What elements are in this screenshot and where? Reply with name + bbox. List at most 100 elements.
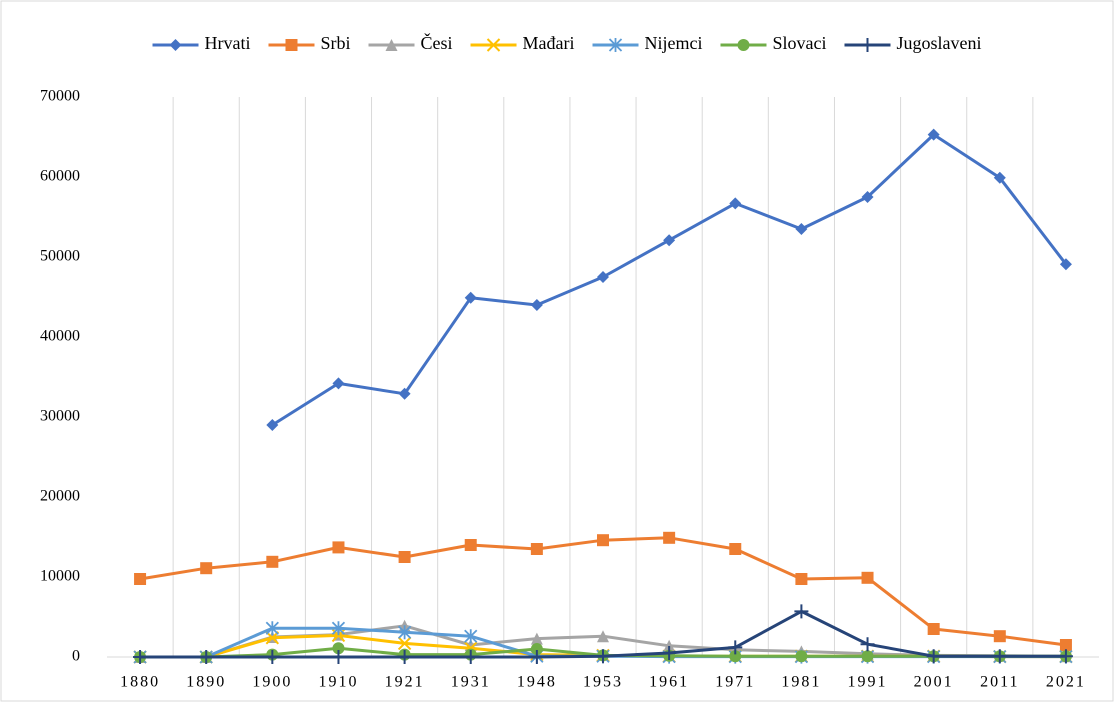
- marker: [596, 649, 610, 664]
- marker: [266, 419, 279, 431]
- x-tick-label: 1910: [318, 674, 358, 691]
- x-tick-label: 1971: [715, 674, 755, 691]
- marker: [993, 171, 1006, 184]
- y-tick-label: 40000: [40, 328, 80, 345]
- marker: [795, 573, 808, 585]
- marker: [795, 650, 808, 663]
- marker: [134, 573, 147, 585]
- x-tick-label: 1931: [451, 674, 491, 691]
- marker: [464, 539, 477, 551]
- marker: [1059, 258, 1072, 271]
- marker: [597, 630, 609, 643]
- marker: [385, 39, 398, 51]
- marker: [861, 191, 874, 203]
- marker: [169, 39, 182, 51]
- marker: [729, 197, 742, 210]
- legend-label: Srbi: [320, 33, 350, 53]
- marker: [992, 649, 1007, 664]
- marker: [265, 650, 280, 664]
- marker: [398, 551, 411, 563]
- marker: [663, 531, 676, 544]
- x-tick-label: 1961: [649, 674, 689, 691]
- marker: [133, 650, 148, 664]
- marker: [663, 639, 676, 652]
- marker: [993, 630, 1006, 643]
- legend-label: Jugoslaveni: [896, 33, 981, 53]
- marker: [265, 631, 280, 645]
- y-tick-label: 0: [72, 648, 80, 665]
- marker: [199, 650, 214, 664]
- legend-item: Jugoslaveni: [844, 33, 981, 53]
- marker: [861, 650, 874, 663]
- marker: [1059, 639, 1072, 651]
- marker: [597, 271, 609, 283]
- x-tick-label: 1880: [120, 674, 160, 691]
- x-tick-label: 1981: [781, 674, 821, 691]
- marker: [397, 650, 412, 664]
- marker: [285, 39, 298, 51]
- legend-label: Hrvati: [205, 33, 251, 53]
- marker: [728, 640, 743, 655]
- marker: [464, 629, 478, 644]
- marker: [927, 623, 940, 635]
- marker: [530, 299, 543, 311]
- legend-item: Nijemci: [592, 33, 703, 53]
- marker: [662, 646, 677, 660]
- marker: [530, 543, 543, 555]
- marker: [860, 38, 875, 52]
- x-tick-label: 1953: [583, 674, 623, 691]
- marker: [926, 649, 941, 664]
- marker: [266, 555, 279, 568]
- y-tick-label: 20000: [40, 488, 80, 505]
- marker: [795, 223, 808, 235]
- marker: [397, 625, 412, 640]
- x-tick-label: 1900: [252, 674, 292, 691]
- x-tick-label: 1948: [517, 674, 557, 691]
- legend-item: Česi: [368, 32, 453, 53]
- marker: [331, 621, 346, 636]
- marker: [486, 38, 501, 52]
- marker: [1058, 649, 1073, 664]
- legend-label: Nijemci: [645, 33, 703, 53]
- marker: [729, 650, 742, 663]
- legend-item: Hrvati: [152, 33, 251, 53]
- marker: [463, 650, 478, 664]
- marker: [608, 38, 623, 52]
- marker: [860, 637, 875, 652]
- legend: Hrvati Srbi Česi Mađari Nijemci Slovaci Jugosl…: [152, 32, 981, 53]
- marker: [265, 621, 279, 636]
- marker: [397, 636, 412, 651]
- marker: [794, 604, 809, 619]
- marker: [200, 562, 213, 575]
- x-tick-label: 2011: [980, 674, 1019, 691]
- legend-label: Česi: [421, 32, 453, 53]
- y-tick-label: 60000: [40, 168, 80, 185]
- y-tick-label: 50000: [40, 248, 80, 265]
- marker: [529, 650, 544, 664]
- legend-item: Mađari: [470, 33, 575, 53]
- marker: [332, 541, 345, 554]
- marker: [530, 632, 543, 645]
- marker: [737, 39, 750, 51]
- marker: [729, 543, 742, 555]
- y-tick-label: 70000: [40, 88, 80, 105]
- marker: [597, 534, 609, 547]
- legend-label: Mađari: [523, 33, 575, 53]
- y-tick-label: 30000: [40, 408, 80, 425]
- marker: [663, 234, 676, 247]
- y-tick-label: 10000: [40, 568, 80, 585]
- marker: [464, 291, 477, 304]
- legend-label: Slovaci: [772, 33, 826, 53]
- x-tick-label: 2021: [1046, 674, 1086, 691]
- marker: [332, 642, 345, 655]
- marker: [331, 650, 346, 664]
- marker: [861, 571, 874, 584]
- marker: [398, 387, 411, 400]
- x-tick-label: 2001: [914, 674, 954, 691]
- x-tick-label: 1921: [385, 674, 425, 691]
- marker: [927, 128, 940, 141]
- marker: [530, 643, 543, 655]
- legend-item: Srbi: [268, 33, 351, 53]
